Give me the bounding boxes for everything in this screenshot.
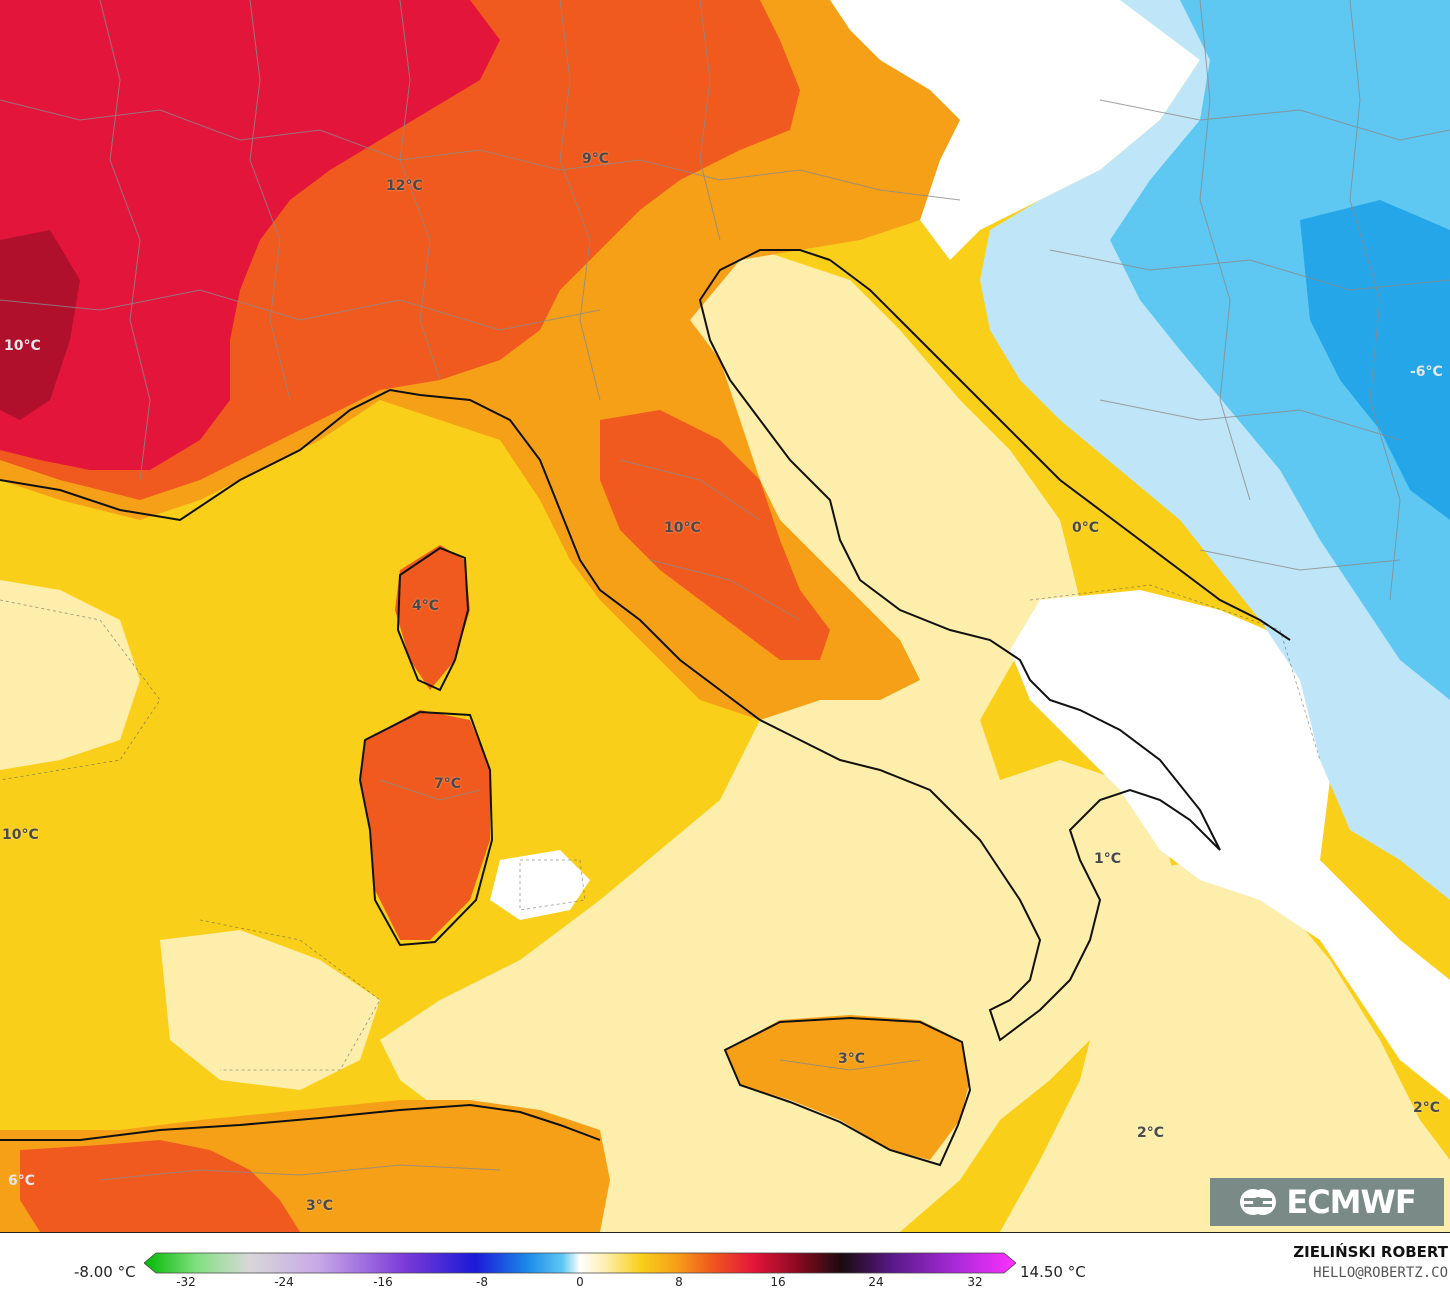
warm-zone-africa xyxy=(20,1140,300,1232)
white-zone-north xyxy=(830,0,1200,260)
coastlines xyxy=(0,249,1291,1167)
warm-zone-sardinia xyxy=(360,710,490,940)
temp-label: 0°C xyxy=(1072,520,1100,536)
legend-tick: 8 xyxy=(675,1275,683,1289)
legend-tick: 24 xyxy=(868,1275,884,1289)
legend-tick: -32 xyxy=(176,1275,196,1289)
warm-zone-corsica xyxy=(395,545,470,690)
legend-tick: 32 xyxy=(967,1275,983,1289)
legend-max-label: 14.50 °C xyxy=(1020,1263,1086,1281)
ecmwf-logo-icon xyxy=(1238,1187,1278,1217)
legend-tick: 0 xyxy=(576,1275,584,1289)
legend-footer: -8.00 °C xyxy=(0,1232,1450,1289)
legend-tick: -16 xyxy=(373,1275,393,1289)
mild-zone-sicily xyxy=(725,1015,970,1160)
pale-zone-southwest xyxy=(160,930,380,1090)
legend-tick: -8 xyxy=(476,1275,488,1289)
pale-zone-adriatic xyxy=(380,250,1180,1232)
white-zone-ionian xyxy=(1010,590,1450,1100)
colder-zone-balkans xyxy=(1110,0,1450,700)
temp-label: 7°C xyxy=(434,776,462,792)
temp-label: -6°C xyxy=(1410,364,1443,380)
color-scale-bar xyxy=(144,1252,1016,1274)
admin-borders xyxy=(0,0,1450,1181)
pale-zone-west xyxy=(0,580,140,770)
legend-tick: 16 xyxy=(770,1275,786,1289)
legend-min-label: -8.00 °C xyxy=(74,1263,136,1281)
temperature-map: 12°C 9°C 10°C 10°C 4°C 7°C 10°C 0°C -6°C… xyxy=(0,0,1450,1232)
map-canvas xyxy=(0,0,1450,1232)
temp-label: 12°C xyxy=(386,178,423,194)
author-email: HELLO@ROBERTZ.CO xyxy=(1313,1265,1448,1281)
temp-label: 3°C xyxy=(838,1051,866,1067)
temp-label: 9°C xyxy=(582,151,610,167)
temp-label: 1°C xyxy=(1094,851,1122,867)
ecmwf-logo: ECMWF xyxy=(1210,1178,1444,1226)
temp-label: 4°C xyxy=(412,598,440,614)
temp-label: 10°C xyxy=(4,338,41,354)
coldest-spots xyxy=(1300,200,1450,520)
temp-label: 10°C xyxy=(664,520,701,536)
temp-label: 3°C xyxy=(306,1198,334,1214)
temp-label: 6°C xyxy=(8,1173,36,1189)
hot-zone-france xyxy=(0,0,500,470)
white-zone-tyrrhenian xyxy=(490,850,590,920)
pale-zone-southeast xyxy=(1000,860,1450,1232)
legend-tick: -24 xyxy=(274,1275,294,1289)
ecmwf-logo-text: ECMWF xyxy=(1286,1183,1416,1221)
temp-label: 2°C xyxy=(1137,1125,1165,1141)
hottest-spot-france xyxy=(0,230,80,420)
isotherm-contours xyxy=(0,584,1321,1071)
author-credit: ZIELIŃSKI ROBERT xyxy=(1293,1243,1448,1261)
temp-label: 2°C xyxy=(1413,1100,1441,1116)
temp-label: 10°C xyxy=(2,827,39,843)
warm-zone-central-italy xyxy=(600,410,830,660)
